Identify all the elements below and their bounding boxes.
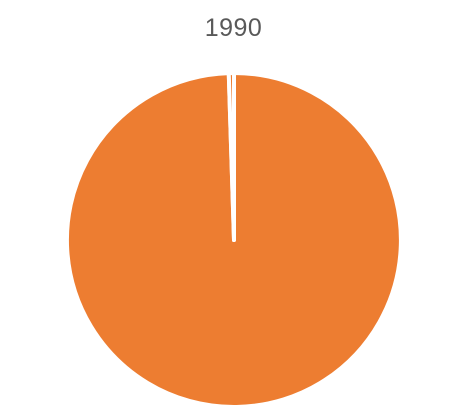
chart-title: 1990	[204, 14, 263, 42]
pie-slice-2	[226, 70, 236, 242]
